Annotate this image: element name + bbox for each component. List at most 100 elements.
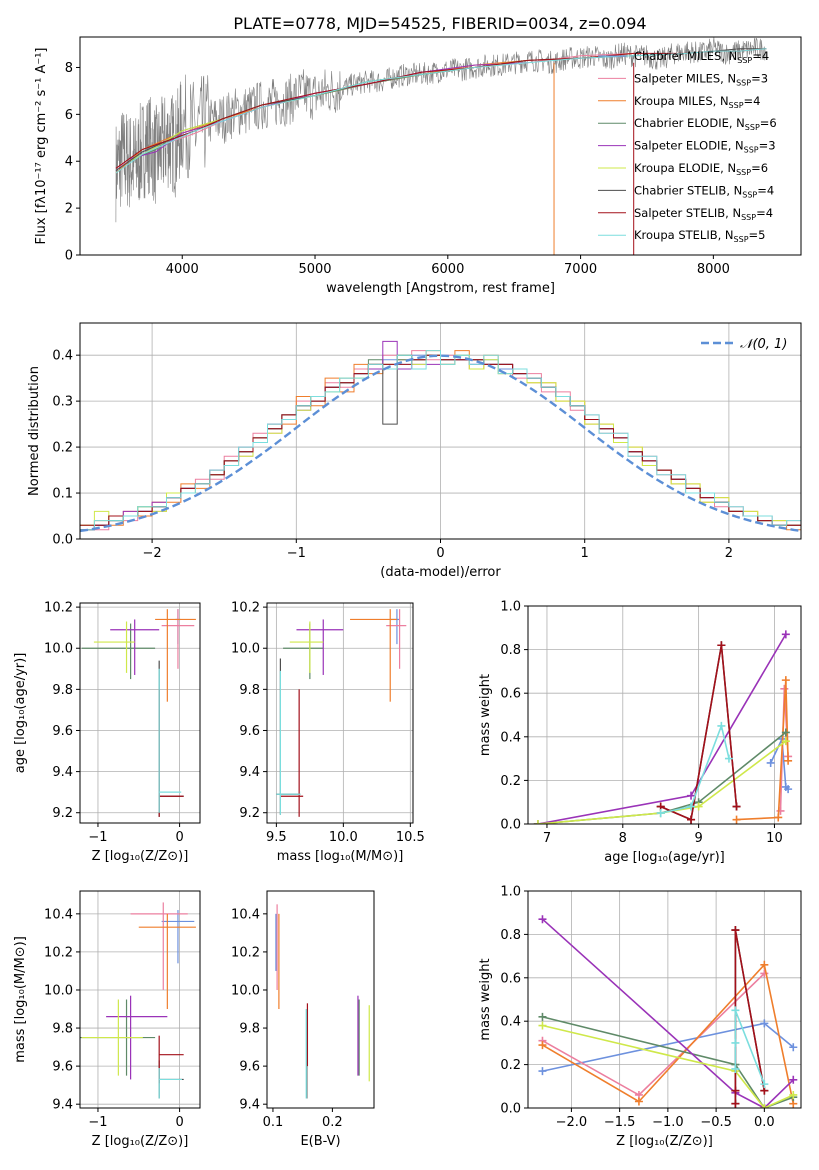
hist-kroupa-stelib <box>80 350 801 531</box>
normal-curve <box>80 354 801 533</box>
x-tick-label: 7 <box>543 831 551 846</box>
weights-kroupa-miles <box>736 680 789 821</box>
marker-kroupa-stelib <box>656 809 665 818</box>
axes-frame <box>79 890 201 1109</box>
legend-label-kroupa-miles: Kroupa MILES, NSSP=4 <box>634 94 760 110</box>
y-tick-label: 9.8 <box>239 683 260 698</box>
x-axis-label: Z [log₁₀(Z/Z⊙)] <box>92 1134 189 1149</box>
marker-kroupa-elodie <box>533 820 542 824</box>
y-axis-label: mass weight <box>478 674 493 756</box>
marker-kroupa-miles <box>774 813 783 822</box>
y-tick-label: 10.2 <box>44 601 73 616</box>
x-tick-label: 10.5 <box>396 830 425 845</box>
legend-label-chabrier-elodie: Chabrier ELODIE, NSSP=6 <box>634 116 777 132</box>
errorbar-salpeter-stelib <box>158 1035 184 1084</box>
x-tick-label: 9 <box>694 831 702 846</box>
marker-chabrier-miles <box>784 785 793 794</box>
y-axis-label: mass [log₁₀(M/M⊙)] <box>13 936 28 1063</box>
marker-kroupa-elodie <box>538 1021 547 1030</box>
x-tick-label: 7000 <box>564 262 597 277</box>
plot-area <box>533 630 793 824</box>
panel-weight_vs_age: 7 8 9 10 0.0 0.2 0.4 0.6 0.8 1.0 age [log₁₀(age/yr… <box>478 600 802 865</box>
y-tick-label: 1.0 <box>500 600 521 615</box>
errorbar-kroupa-miles <box>138 913 196 1010</box>
x-tick-label: 2 <box>725 546 733 561</box>
y-axis-label: Normed distribution <box>27 366 42 496</box>
plot-area <box>80 340 801 533</box>
y-tick-label: 9.4 <box>52 765 73 780</box>
axes-frame <box>79 36 802 256</box>
model-chabrier-miles <box>115 55 634 172</box>
plot-area <box>538 915 798 1108</box>
errorbar-chabrier-stelib <box>158 660 184 817</box>
marker-kroupa-stelib <box>731 1038 740 1047</box>
marker-kroupa-stelib <box>724 754 733 763</box>
marker-kroupa-elodie <box>694 802 703 811</box>
y-tick-label: 0.1 <box>52 487 73 502</box>
y-tick-label: 9.6 <box>52 1060 73 1075</box>
legend-label-salpeter-miles: Salpeter MILES, NSSP=3 <box>634 71 768 87</box>
legend-label-salpeter-elodie: Salpeter ELODIE, NSSP=3 <box>634 139 776 155</box>
marker-kroupa-stelib <box>760 1080 769 1089</box>
x-tick-label: 1 <box>581 546 589 561</box>
marker-kroupa-stelib <box>717 721 726 730</box>
y-tick-label: 10.4 <box>231 907 260 922</box>
weights-salpeter-stelib <box>660 645 738 821</box>
y-tick-label: 0.2 <box>52 441 73 456</box>
x-axis-label: mass [log₁₀(M/M⊙)] <box>277 849 404 864</box>
x-tick-label: 10 <box>766 831 783 846</box>
y-tick-label: 9.4 <box>239 1098 260 1113</box>
y-axis-label: mass weight <box>478 958 493 1040</box>
x-tick-label: −1 <box>287 546 306 561</box>
axes-frame <box>266 890 375 1109</box>
marker-kroupa-miles <box>784 756 793 765</box>
y-tick-label: 1.0 <box>500 885 521 900</box>
figure-title: PLATE=0778, MJD=54525, FIBERID=0034, z=0… <box>233 14 646 33</box>
marker-kroupa-miles <box>781 676 790 685</box>
weights-kroupa-miles <box>542 963 795 1104</box>
weights-salpeter-elodie <box>541 918 794 1108</box>
y-tick-label: 9.2 <box>52 806 73 821</box>
x-axis-label: E(B-V) <box>300 1134 340 1149</box>
weights-chabrier-elodie <box>542 1016 794 1108</box>
plot-area <box>275 904 370 1099</box>
errorbar-kroupa-miles <box>155 609 196 702</box>
weights-kroupa-stelib <box>660 723 730 814</box>
y-tick-label: 0.0 <box>52 533 73 548</box>
weights-salpeter-miles <box>542 972 765 1096</box>
errorbar-kroupa-stelib <box>158 1068 183 1099</box>
observed-spectrum <box>115 37 767 223</box>
x-tick-label: 9.5 <box>266 830 287 845</box>
marker-chabrier-miles <box>760 1019 769 1028</box>
errorbar-chabrier-elodie <box>81 623 156 680</box>
y-tick-label: 10.0 <box>231 983 260 998</box>
y-tick-label: 9.8 <box>52 1022 73 1037</box>
y-tick-label: 9.6 <box>239 724 260 739</box>
y-tick-label: 0.3 <box>52 395 73 410</box>
errorbar-salpeter-elodie <box>296 619 344 675</box>
marker-salpeter-elodie <box>538 915 547 924</box>
y-tick-label: 0.8 <box>500 643 521 658</box>
x-tick-label: −1 <box>88 830 107 845</box>
x-tick-label: −2 <box>143 546 162 561</box>
y-tick-label: 4 <box>65 155 73 170</box>
model-kroupa-stelib <box>115 48 767 174</box>
panel-residuals: −2 −1 0 1 2 0.0 0.1 0.2 0.3 0.4 (data-model)/error… <box>27 322 802 580</box>
panel-age_vs_mass: 9.5 10.0 10.5 9.2 9.4 9.6 9.8 10.0 10.2 mass [log… <box>231 601 425 864</box>
y-tick-label: 9.2 <box>239 806 260 821</box>
y-tick-label: 8 <box>65 61 73 76</box>
y-tick-label: 0.4 <box>500 730 521 745</box>
y-tick-label: 0.0 <box>500 1102 521 1117</box>
y-tick-label: 9.4 <box>52 1098 73 1113</box>
marker-kroupa-miles <box>634 1097 643 1106</box>
y-tick-label: 9.6 <box>52 724 73 739</box>
errorbar-salpeter-stelib <box>280 689 304 817</box>
marker-salpeter-stelib <box>687 815 696 824</box>
axes-frame <box>266 602 414 824</box>
y-tick-label: 0.4 <box>52 349 73 364</box>
marker-salpeter-stelib <box>731 926 740 935</box>
y-tick-label: 0.8 <box>500 928 521 943</box>
y-tick-label: 9.8 <box>52 683 73 698</box>
errorbar-kroupa-stelib <box>276 670 301 815</box>
x-tick-label: 0 <box>175 1115 183 1130</box>
